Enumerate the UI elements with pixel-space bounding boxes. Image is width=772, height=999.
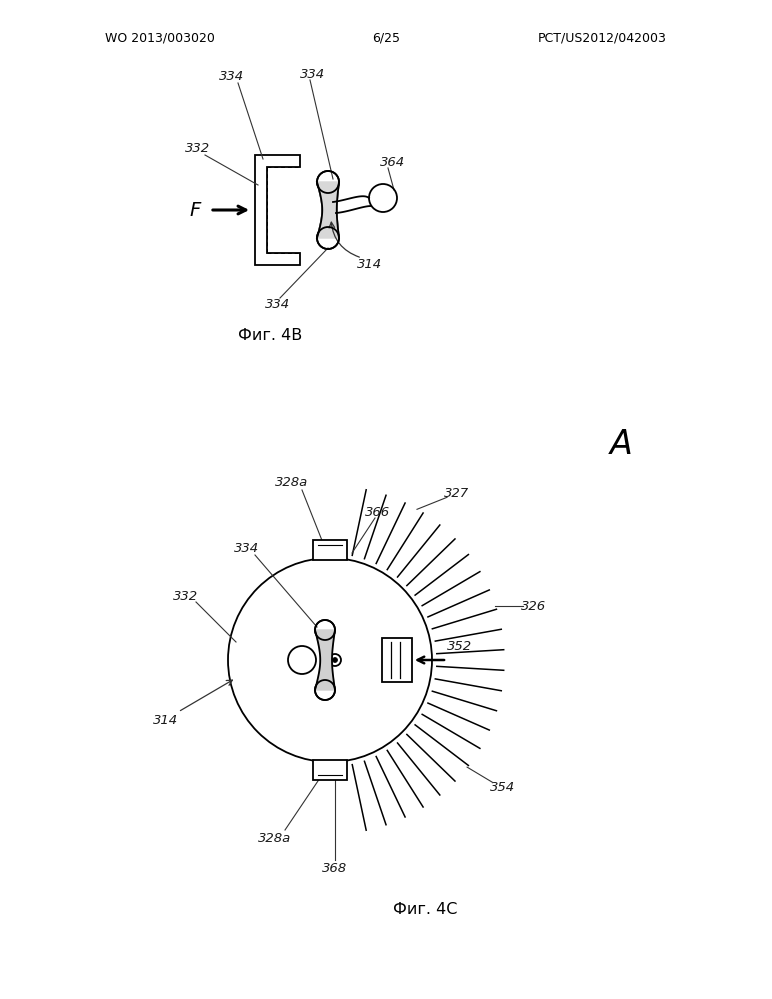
Text: $A$: $A$ (608, 429, 632, 462)
Text: $F$: $F$ (188, 201, 202, 220)
Circle shape (329, 654, 341, 666)
Text: WO 2013/003020: WO 2013/003020 (105, 32, 215, 45)
Polygon shape (315, 630, 335, 690)
Circle shape (333, 657, 337, 662)
Text: 326: 326 (521, 599, 546, 612)
Circle shape (228, 558, 432, 762)
Text: 334: 334 (266, 299, 290, 312)
Text: 6/25: 6/25 (372, 32, 400, 45)
Text: 354: 354 (489, 780, 515, 793)
Text: Фиг. 4B: Фиг. 4B (238, 328, 302, 343)
Text: Фиг. 4C: Фиг. 4C (393, 902, 457, 917)
Text: 364: 364 (381, 157, 405, 170)
Text: 328a: 328a (259, 831, 292, 844)
Bar (313, 760, 347, 780)
Text: 332: 332 (174, 589, 198, 602)
Text: 314: 314 (154, 713, 178, 726)
Text: 334: 334 (300, 68, 326, 81)
Text: 368: 368 (323, 862, 347, 875)
Text: 334: 334 (219, 71, 245, 84)
Text: PCT/US2012/042003: PCT/US2012/042003 (538, 32, 667, 45)
Bar (313, 540, 347, 560)
Text: 327: 327 (445, 487, 469, 500)
Text: 366: 366 (365, 505, 391, 518)
Text: 314: 314 (357, 258, 383, 271)
Text: 332: 332 (185, 143, 211, 156)
Polygon shape (317, 182, 339, 238)
Text: 334: 334 (235, 541, 259, 554)
Text: 352: 352 (448, 639, 472, 652)
Text: 328a: 328a (276, 476, 309, 489)
Bar (382, 638, 412, 682)
